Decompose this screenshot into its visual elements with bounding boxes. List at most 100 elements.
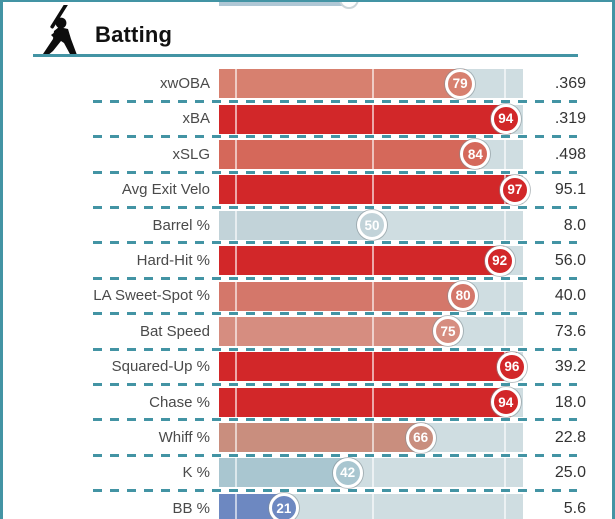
stat-label: BB % (172, 499, 210, 517)
gridline (235, 458, 237, 488)
percentile-bar[interactable] (219, 139, 481, 169)
gridline (235, 352, 237, 382)
stat-row: Avg Exit Velo 97 95.1 (3, 170, 612, 207)
gridline (235, 316, 237, 346)
percentile-track[interactable] (219, 387, 523, 417)
row-separator (93, 418, 577, 422)
gridline (504, 139, 506, 169)
stat-value: 39.2 (554, 358, 586, 376)
percentile-bar[interactable] (219, 69, 466, 99)
percentile-bar[interactable] (219, 175, 520, 205)
percentile-badge[interactable]: 97 (499, 174, 530, 205)
gridline (235, 493, 237, 519)
percentile-track[interactable] (219, 175, 523, 205)
gridline (372, 352, 374, 382)
stat-value: 25.0 (554, 464, 586, 482)
percentile-badge[interactable]: 21 (268, 493, 299, 519)
percentile-bar[interactable] (219, 387, 511, 417)
percentile-track[interactable] (219, 316, 523, 346)
percentile-badge[interactable]: 92 (484, 245, 515, 276)
row-separator (93, 453, 577, 457)
gridline (372, 69, 374, 99)
stat-row: Squared-Up % 96 39.2 (3, 347, 612, 384)
row-separator (93, 489, 577, 493)
percentile-bar[interactable] (219, 423, 426, 453)
percentile-badge[interactable]: 84 (460, 139, 491, 170)
percentile-bar[interactable] (219, 104, 511, 134)
stat-value: 40.0 (554, 287, 586, 305)
stat-value: .498 (554, 145, 586, 163)
stat-label: LA Sweet-Spot % (93, 287, 210, 305)
gridline (372, 246, 374, 276)
row-separator (93, 347, 577, 351)
percentile-bar[interactable] (219, 316, 453, 346)
percentile-bar[interactable] (219, 246, 505, 276)
gridline (372, 104, 374, 134)
percentile-badge[interactable]: 94 (490, 103, 521, 134)
stat-row: Barrel % 50 8.0 (3, 206, 612, 243)
stat-label: Squared-Up % (111, 358, 210, 376)
stat-row: Chase % 94 18.0 (3, 383, 612, 420)
stat-label: K % (182, 464, 210, 482)
gridline (504, 210, 506, 240)
stat-value: 5.6 (563, 499, 586, 517)
stat-label: Hard-Hit % (136, 251, 210, 269)
percentile-badge[interactable]: 94 (490, 387, 521, 418)
stat-value: 56.0 (554, 251, 586, 269)
previous-section-bar-remnant (219, 2, 352, 6)
row-separator (93, 135, 577, 139)
stat-row: xwOBA 79 .369 (3, 66, 612, 101)
row-separator (93, 99, 577, 103)
percentile-track[interactable] (219, 246, 523, 276)
stat-row: xSLG 84 .498 (3, 135, 612, 172)
row-separator (93, 170, 577, 174)
stat-label: xBA (182, 110, 210, 128)
percentile-bar[interactable] (219, 458, 353, 488)
percentile-track[interactable] (219, 458, 523, 488)
percentile-track[interactable] (219, 423, 523, 453)
gridline (504, 69, 506, 99)
percentile-track[interactable] (219, 493, 523, 519)
gridline (235, 69, 237, 99)
percentile-track[interactable] (219, 104, 523, 134)
percentile-badge[interactable]: 79 (445, 68, 476, 99)
row-separator (93, 276, 577, 280)
stat-label: Whiff % (158, 428, 210, 446)
stat-label: xSLG (172, 145, 210, 163)
stat-label: Avg Exit Velo (121, 181, 210, 199)
stat-row: K % 42 25.0 (3, 453, 612, 490)
gridline (504, 458, 506, 488)
stat-label: Bat Speed (139, 322, 210, 340)
stat-label: Barrel % (152, 216, 210, 234)
percentile-badge[interactable]: 96 (496, 351, 527, 382)
percentile-badge[interactable]: 50 (357, 210, 387, 241)
gridline (372, 281, 374, 311)
stat-value: 22.8 (554, 428, 586, 446)
row-separator (93, 312, 577, 316)
row-separator (93, 206, 577, 210)
percentile-badge[interactable]: 75 (433, 316, 463, 347)
gridline (372, 493, 374, 519)
percentile-track[interactable] (219, 352, 523, 382)
header-underline (33, 54, 578, 57)
percentile-bar[interactable] (219, 281, 469, 311)
gridline (235, 281, 237, 311)
percentile-badge[interactable]: 42 (332, 457, 363, 488)
gridline (372, 139, 374, 169)
row-separator (93, 383, 577, 387)
percentile-bar[interactable] (219, 352, 517, 382)
percentile-badge[interactable]: 80 (448, 280, 479, 311)
gridline (235, 210, 237, 240)
gridline (504, 316, 506, 346)
percentile-track[interactable] (219, 69, 523, 99)
gridline (372, 387, 374, 417)
percentile-badge[interactable]: 66 (405, 422, 436, 453)
stat-row: xBA 94 .319 (3, 99, 612, 136)
gridline (235, 139, 237, 169)
stat-value: 8.0 (563, 216, 586, 234)
percentile-bar[interactable] (219, 210, 377, 240)
gridline (235, 246, 237, 276)
stat-value: 95.1 (554, 181, 586, 199)
stat-row: BB % 21 5.6 (3, 489, 612, 519)
